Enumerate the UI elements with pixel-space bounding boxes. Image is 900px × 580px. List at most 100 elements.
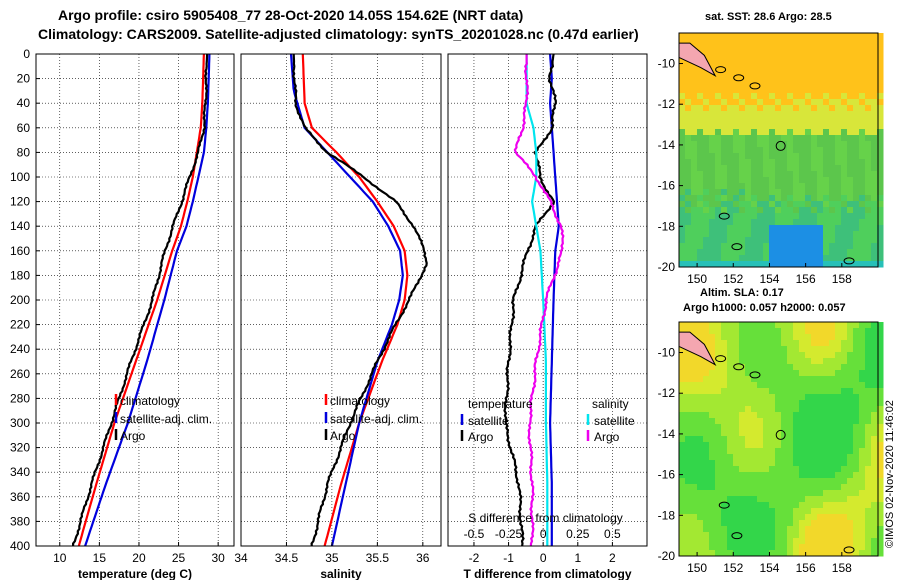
- map-cell: [679, 99, 686, 106]
- map-cell: [847, 322, 854, 329]
- map-cell: [691, 87, 698, 94]
- map-cell: [721, 538, 728, 545]
- map-cell: [853, 165, 860, 172]
- map-cell: [799, 532, 806, 539]
- map-cell: [745, 129, 752, 136]
- map-cell: [733, 418, 740, 425]
- map-cell: [847, 400, 854, 407]
- map-cell: [859, 69, 866, 76]
- map-cell: [877, 538, 884, 545]
- map-cell: [829, 87, 836, 94]
- map-cell: [847, 45, 854, 52]
- map-cell: [841, 538, 848, 545]
- map-cell: [817, 454, 824, 461]
- map-cell: [811, 460, 818, 467]
- map-cell: [757, 490, 764, 497]
- map-cell: [715, 129, 722, 136]
- map-cell: [781, 550, 788, 557]
- figure-title-line2: Climatology: CARS2009. Satellite-adjuste…: [38, 26, 639, 42]
- map-cell: [697, 123, 704, 130]
- map-cell: [733, 520, 740, 527]
- map-cell: [811, 472, 818, 479]
- map-cell: [775, 231, 782, 238]
- map-cell: [871, 520, 878, 527]
- map-cell: [703, 424, 710, 431]
- map-cell: [733, 412, 740, 419]
- map-cell: [757, 99, 764, 106]
- map-cell: [685, 538, 692, 545]
- map-cell: [859, 159, 866, 166]
- map-cell: [709, 430, 716, 437]
- map-cell: [763, 87, 770, 94]
- map-cell: [715, 394, 722, 401]
- map-cell: [709, 382, 716, 389]
- map-cell: [721, 105, 728, 112]
- map-cell: [805, 538, 812, 545]
- map-cell: [793, 352, 800, 359]
- figure-title-line1: Argo profile: csiro 5905408_77 28-Oct-20…: [58, 7, 524, 23]
- map-cell: [835, 87, 842, 94]
- map-cell: [697, 255, 704, 262]
- map-cell: [769, 436, 776, 443]
- map-cell: [829, 346, 836, 353]
- map-cell: [739, 508, 746, 515]
- map-x-tick-label: 156: [796, 272, 816, 286]
- map-cell: [853, 243, 860, 250]
- map-cell: [721, 129, 728, 136]
- map-cell: [691, 189, 698, 196]
- map-cell: [835, 376, 842, 383]
- map-cell: [859, 87, 866, 94]
- map-cell: [799, 87, 806, 94]
- map-cell: [793, 382, 800, 389]
- map-cell: [769, 111, 776, 118]
- map-cell: [757, 346, 764, 353]
- map-cell: [721, 436, 728, 443]
- map-cell: [703, 45, 710, 52]
- map-cell: [697, 550, 704, 557]
- map-cell: [829, 478, 836, 485]
- map-cell: [757, 532, 764, 539]
- map-cell: [751, 51, 758, 58]
- map-cell: [679, 69, 686, 76]
- map-cell: [769, 213, 776, 220]
- map-cell: [841, 45, 848, 52]
- map-cell: [865, 123, 872, 130]
- sla-map-title-line2: Argo h1000: 0.057 h2000: 0.057: [683, 302, 846, 314]
- map-cell: [739, 466, 746, 473]
- map-cell: [811, 75, 818, 82]
- map-cell: [721, 75, 728, 82]
- map-cell: [715, 111, 722, 118]
- map-cell: [793, 442, 800, 449]
- map-cell: [697, 111, 704, 118]
- map-cell: [787, 442, 794, 449]
- map-cell: [739, 81, 746, 88]
- map-cell: [703, 532, 710, 539]
- y-tick-label: 220: [10, 318, 30, 332]
- map-cell: [703, 376, 710, 383]
- map-cell: [787, 472, 794, 479]
- map-cell: [679, 406, 686, 413]
- sla-map: 150 152 154 156 158-10-12-14-16-18-20: [658, 321, 884, 575]
- map-cell: [829, 231, 836, 238]
- map-cell: [739, 111, 746, 118]
- map-cell: [877, 460, 884, 467]
- map-cell: [793, 237, 800, 244]
- map-cell: [691, 478, 698, 485]
- map-cell: [865, 213, 872, 220]
- map-cell: [679, 153, 686, 160]
- map-cell: [739, 261, 746, 268]
- map-cell: [703, 478, 710, 485]
- map-cell: [751, 243, 758, 250]
- map-cell: [859, 418, 866, 425]
- map-cell: [709, 135, 716, 142]
- map-cell: [847, 105, 854, 112]
- map-cell: [679, 484, 686, 491]
- map-cell: [817, 376, 824, 383]
- map-cell: [727, 87, 734, 94]
- map-cell: [739, 442, 746, 449]
- map-cell: [847, 189, 854, 196]
- map-cell: [703, 69, 710, 76]
- map-cell: [775, 57, 782, 64]
- map-cell: [685, 135, 692, 142]
- map-cell: [739, 141, 746, 148]
